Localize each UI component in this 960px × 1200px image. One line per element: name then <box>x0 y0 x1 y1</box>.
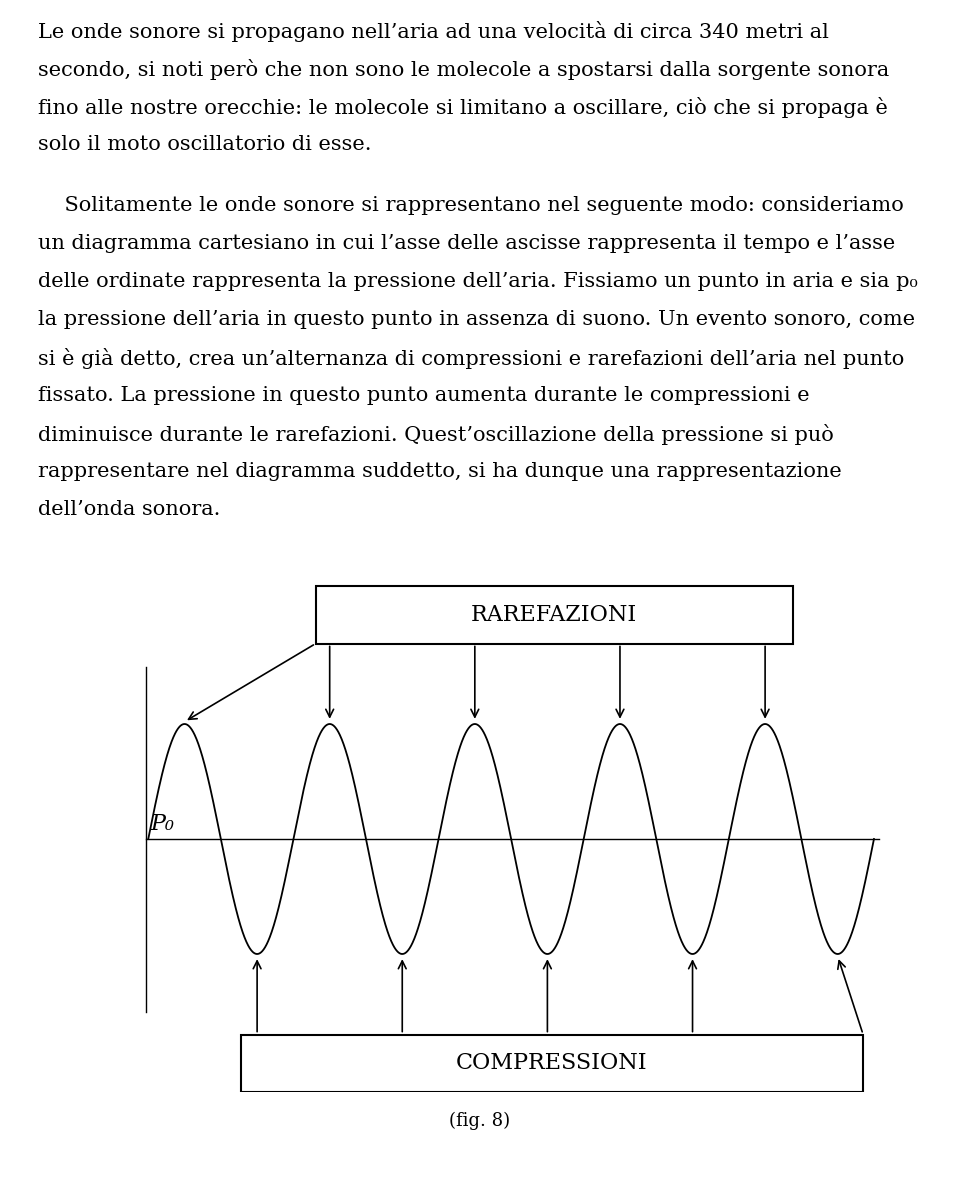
Text: (fig. 8): (fig. 8) <box>449 1111 511 1130</box>
Text: si è già detto, crea un’alternanza di compressioni e rarefazioni dell’aria nel p: si è già detto, crea un’alternanza di co… <box>38 348 904 370</box>
Text: fissato. La pressione in questo punto aumenta durante le compressioni e: fissato. La pressione in questo punto au… <box>38 386 810 406</box>
Text: fino alle nostre orecchie: le molecole si limitano a oscillare, ciò che si propa: fino alle nostre orecchie: le molecole s… <box>38 97 888 118</box>
Text: la pressione dell’aria in questo punto in assenza di suono. Un evento sonoro, co: la pressione dell’aria in questo punto i… <box>38 310 916 329</box>
Text: rappresentare nel diagramma suddetto, si ha dunque una rappresentazione: rappresentare nel diagramma suddetto, si… <box>38 462 842 481</box>
Text: Solitamente le onde sonore si rappresentano nel seguente modo: consideriamo: Solitamente le onde sonore si rappresent… <box>38 196 904 215</box>
Bar <box>316 586 793 643</box>
Text: un diagramma cartesiano in cui l’asse delle ascisse rappresenta il tempo e l’ass: un diagramma cartesiano in cui l’asse de… <box>38 234 896 253</box>
Text: delle ordinate rappresenta la pressione dell’aria. Fissiamo un punto in aria e s: delle ordinate rappresenta la pressione … <box>38 272 918 292</box>
Text: secondo, si noti però che non sono le molecole a spostarsi dalla sorgente sonora: secondo, si noti però che non sono le mo… <box>38 59 890 80</box>
Text: diminuisce durante le rarefazioni. Quest’oscillazione della pressione si può: diminuisce durante le rarefazioni. Quest… <box>38 424 834 445</box>
Text: solo il moto oscillatorio di esse.: solo il moto oscillatorio di esse. <box>38 136 372 154</box>
Text: COMPRESSIONI: COMPRESSIONI <box>456 1052 648 1074</box>
Text: P₀: P₀ <box>151 814 175 835</box>
Bar <box>241 1034 863 1092</box>
Text: Le onde sonore si propagano nell’aria ad una velocità di circa 340 metri al: Le onde sonore si propagano nell’aria ad… <box>38 22 829 42</box>
Text: RAREFAZIONI: RAREFAZIONI <box>471 604 637 625</box>
Text: dell’onda sonora.: dell’onda sonora. <box>38 500 221 520</box>
